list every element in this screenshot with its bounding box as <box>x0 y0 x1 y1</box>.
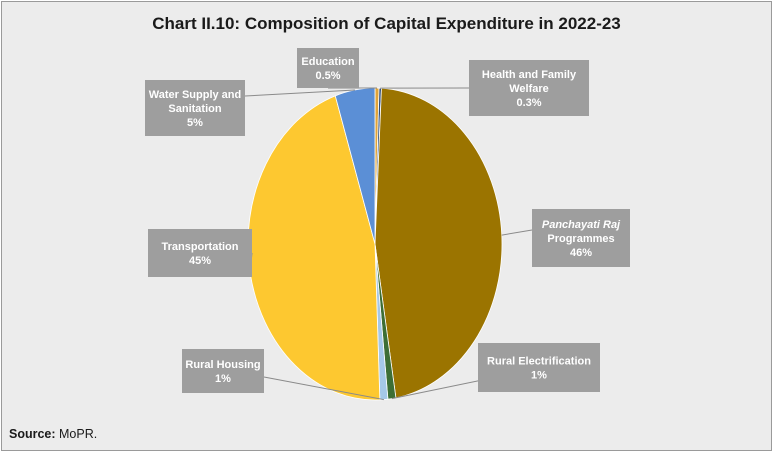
data-label-text: Water Supply and <box>149 89 242 101</box>
data-label-box <box>532 209 630 267</box>
pie-slice-panchayati-raj-programmes <box>374 87 503 399</box>
leader-line-panchayati-raj-programmes <box>501 229 533 236</box>
data-label-rural-housing: Rural Housing 1% <box>182 349 264 393</box>
data-label-value: 0.3% <box>516 97 541 109</box>
data-label-text: Welfare <box>509 83 549 95</box>
data-label-value: 1% <box>215 373 231 385</box>
data-label-transportation: Transportation 45% <box>148 229 252 277</box>
data-label-box <box>182 349 264 393</box>
leader-line-water-supply-and-sanitation <box>244 89 355 97</box>
data-label-box <box>469 60 589 116</box>
source-text: MoPR. <box>55 427 98 441</box>
data-label-value: 46% <box>570 247 592 259</box>
source-note: Source: MoPR. <box>9 427 97 441</box>
data-label-rural-electrification: Rural Electrification 1% <box>478 343 600 392</box>
data-label-value: 45% <box>189 255 211 267</box>
chart-title: Chart II.10: Composition of Capital Expe… <box>152 14 621 33</box>
data-label-box <box>148 229 252 277</box>
data-label-box <box>145 80 245 136</box>
source-prefix: Source: <box>9 427 56 441</box>
data-label-value: 5% <box>187 117 203 129</box>
data-label-text: Transportation <box>161 241 238 253</box>
data-label-health-and-family-welfare: Health and Family Welfare 0.3% <box>469 60 589 116</box>
data-label-value: 1% <box>531 370 547 382</box>
leader-line-rural-electrification <box>391 377 493 400</box>
data-label-panchayati-raj-programmes: Panchayati Raj Programmes 46% <box>532 209 630 267</box>
data-label-text: Panchayati Raj <box>542 219 621 231</box>
data-label-text: Health and Family <box>482 69 577 81</box>
data-label-text: Sanitation <box>168 103 221 115</box>
data-label-education: Education 0.5% <box>297 48 359 88</box>
data-label-value: 0.5% <box>315 70 340 82</box>
leader-line-rural-housing <box>263 376 384 401</box>
data-label-box <box>478 343 600 392</box>
data-label-text: Rural Electrification <box>487 356 591 368</box>
data-label-text: Rural Housing <box>185 359 260 371</box>
data-label-text: Education <box>301 56 354 68</box>
data-label-text: Programmes <box>547 233 614 245</box>
data-label-water-supply-and-sanitation: Water Supply and Sanitation 5% <box>145 80 245 136</box>
data-label-box <box>297 48 359 88</box>
